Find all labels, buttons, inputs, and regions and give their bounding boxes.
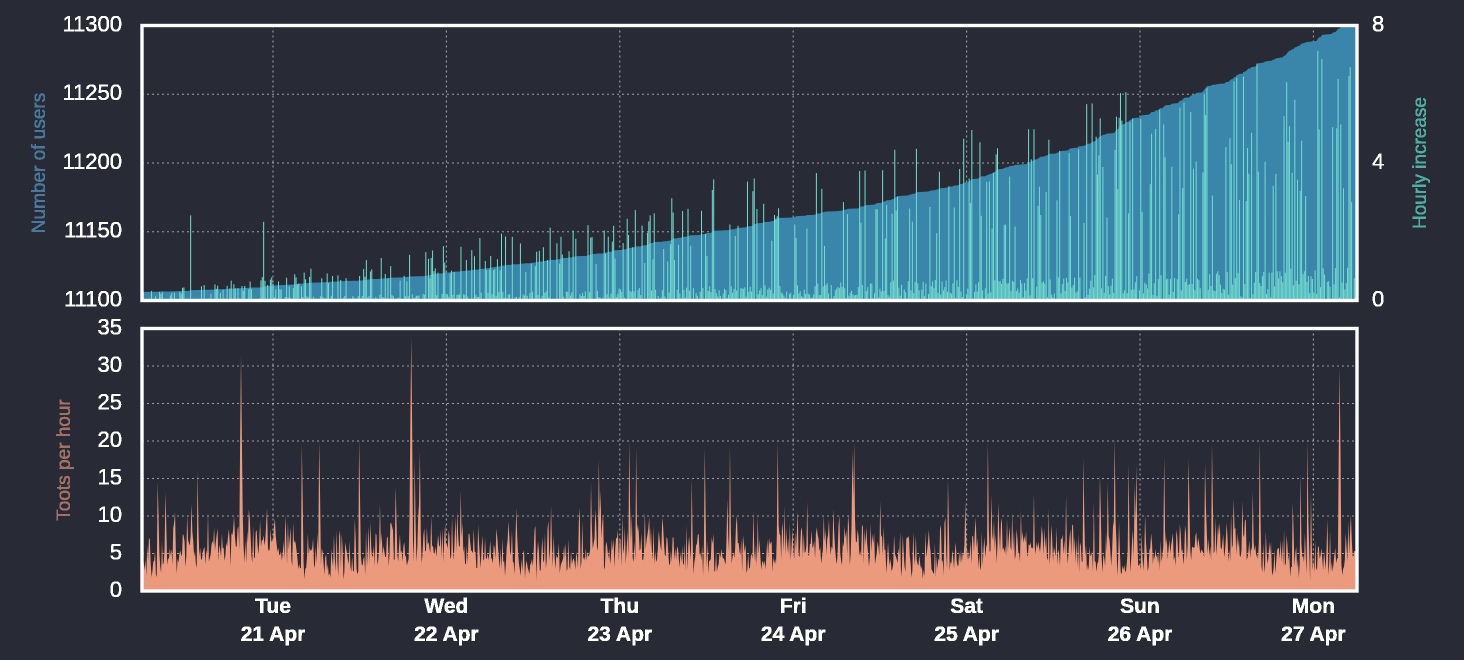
- svg-text:11100: 11100: [64, 286, 122, 311]
- svg-text:11150: 11150: [64, 218, 122, 243]
- svg-text:25 Apr: 25 Apr: [934, 623, 999, 646]
- svg-text:Fri: Fri: [780, 595, 807, 618]
- svg-text:Wed: Wed: [424, 595, 468, 618]
- svg-text:24 Apr: 24 Apr: [761, 623, 826, 646]
- svg-text:Hourly increase: Hourly increase: [1410, 97, 1431, 229]
- svg-text:5: 5: [110, 539, 122, 564]
- svg-text:35: 35: [98, 314, 122, 339]
- svg-text:30: 30: [98, 352, 122, 377]
- svg-text:Sat: Sat: [950, 595, 983, 618]
- svg-text:Thu: Thu: [601, 595, 639, 618]
- svg-text:11200: 11200: [62, 149, 122, 174]
- svg-text:27 Apr: 27 Apr: [1281, 623, 1346, 646]
- svg-text:25: 25: [98, 389, 122, 414]
- svg-text:0: 0: [1372, 286, 1384, 311]
- svg-text:10: 10: [98, 502, 122, 527]
- svg-text:26 Apr: 26 Apr: [1108, 623, 1173, 646]
- svg-text:4: 4: [1372, 149, 1384, 174]
- svg-text:Toots per hour: Toots per hour: [54, 399, 75, 521]
- svg-text:8: 8: [1372, 11, 1384, 36]
- svg-text:22 Apr: 22 Apr: [414, 623, 479, 646]
- svg-text:Number of users: Number of users: [29, 93, 50, 233]
- svg-text:20: 20: [98, 427, 122, 452]
- svg-text:23 Apr: 23 Apr: [588, 623, 653, 646]
- svg-text:11250: 11250: [62, 80, 122, 105]
- svg-text:15: 15: [98, 464, 122, 489]
- svg-text:Tue: Tue: [255, 595, 291, 618]
- svg-text:21 Apr: 21 Apr: [241, 623, 306, 646]
- svg-text:Mon: Mon: [1292, 595, 1335, 618]
- svg-text:0: 0: [110, 577, 122, 602]
- svg-text:11300: 11300: [62, 11, 122, 36]
- svg-text:Sun: Sun: [1120, 595, 1160, 618]
